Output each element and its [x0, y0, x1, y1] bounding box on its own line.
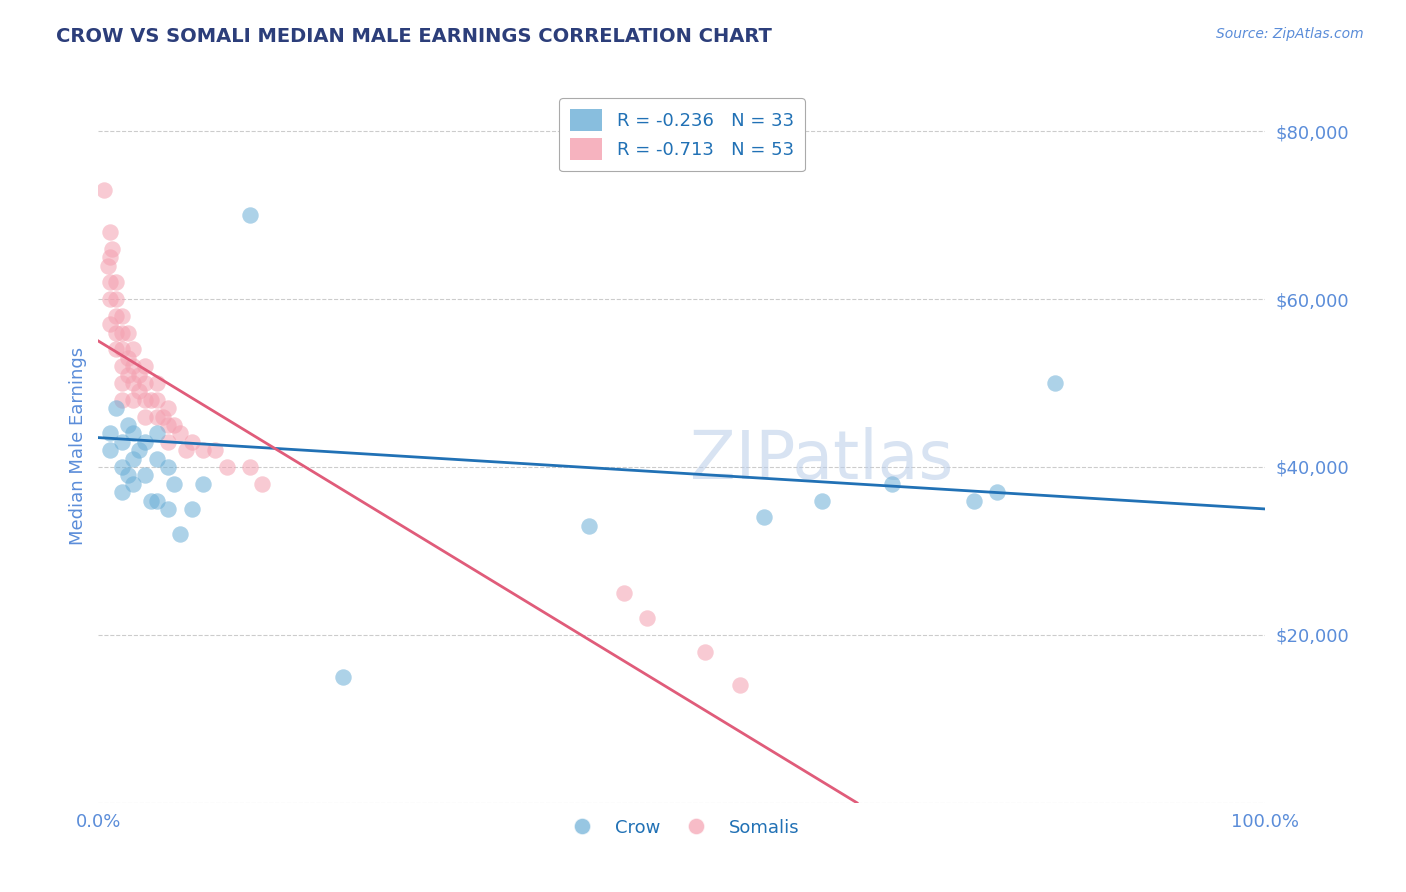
Point [146, 392, 169, 407]
Point [157, 417, 180, 432]
Point [146, 376, 169, 390]
Point [122, 476, 145, 491]
Point [128, 384, 150, 399]
Point [134, 376, 156, 390]
Point [180, 434, 202, 449]
Point [986, 485, 1008, 500]
Point [146, 426, 169, 441]
Point [104, 275, 127, 289]
Point [752, 510, 775, 524]
Point [239, 208, 262, 222]
Point [111, 326, 134, 340]
Point [578, 518, 600, 533]
Point [117, 351, 139, 365]
Point [730, 678, 752, 692]
Point [193, 443, 215, 458]
Point [111, 359, 134, 374]
Point [139, 392, 162, 407]
Point [122, 426, 145, 441]
Point [98, 443, 121, 458]
Point [134, 468, 156, 483]
Point [117, 417, 139, 432]
Point [98, 250, 121, 264]
Point [157, 460, 180, 475]
Point [134, 359, 156, 374]
Point [152, 409, 174, 424]
Point [146, 493, 169, 508]
Point [104, 309, 127, 323]
Point [134, 434, 156, 449]
Text: ZIPatlas: ZIPatlas [690, 427, 953, 493]
Point [111, 460, 134, 475]
Point [180, 502, 202, 516]
Point [174, 443, 197, 458]
Point [1045, 376, 1067, 390]
Point [122, 451, 145, 466]
Point [332, 670, 354, 684]
Point [163, 417, 186, 432]
Point [104, 326, 127, 340]
Point [193, 476, 215, 491]
Point [239, 460, 262, 475]
Point [146, 451, 169, 466]
Legend: Crow, Somalis: Crow, Somalis [557, 812, 807, 844]
Point [134, 409, 156, 424]
Text: CROW VS SOMALI MEDIAN MALE EARNINGS CORRELATION CHART: CROW VS SOMALI MEDIAN MALE EARNINGS CORR… [56, 27, 772, 45]
Point [98, 318, 121, 332]
Y-axis label: Median Male Earnings: Median Male Earnings [69, 347, 87, 545]
Point [98, 225, 121, 239]
Point [122, 359, 145, 374]
Point [169, 426, 191, 441]
Point [122, 376, 145, 390]
Point [111, 376, 134, 390]
Point [163, 476, 186, 491]
Point [97, 259, 120, 273]
Point [111, 392, 134, 407]
Point [98, 292, 121, 306]
Point [122, 343, 145, 357]
Point [128, 368, 150, 382]
Point [636, 611, 658, 625]
Point [104, 401, 127, 416]
Point [157, 502, 180, 516]
Point [962, 493, 984, 508]
Point [93, 183, 115, 197]
Point [215, 460, 238, 475]
Point [146, 409, 169, 424]
Text: Source: ZipAtlas.com: Source: ZipAtlas.com [1216, 27, 1364, 41]
Point [134, 392, 156, 407]
Point [104, 343, 127, 357]
Point [880, 476, 903, 491]
Point [111, 485, 134, 500]
Point [117, 368, 139, 382]
Point [169, 527, 191, 541]
Point [139, 493, 162, 508]
Point [128, 443, 150, 458]
Point [98, 426, 121, 441]
Point [157, 434, 180, 449]
Point [695, 645, 717, 659]
Point [111, 309, 134, 323]
Point [104, 292, 127, 306]
Point [117, 468, 139, 483]
Point [111, 343, 134, 357]
Point [204, 443, 226, 458]
Point [157, 401, 180, 416]
Point [613, 586, 636, 600]
Point [101, 242, 124, 256]
Point [250, 476, 273, 491]
Point [122, 392, 145, 407]
Point [111, 434, 134, 449]
Point [98, 275, 121, 289]
Point [117, 326, 139, 340]
Point [811, 493, 834, 508]
